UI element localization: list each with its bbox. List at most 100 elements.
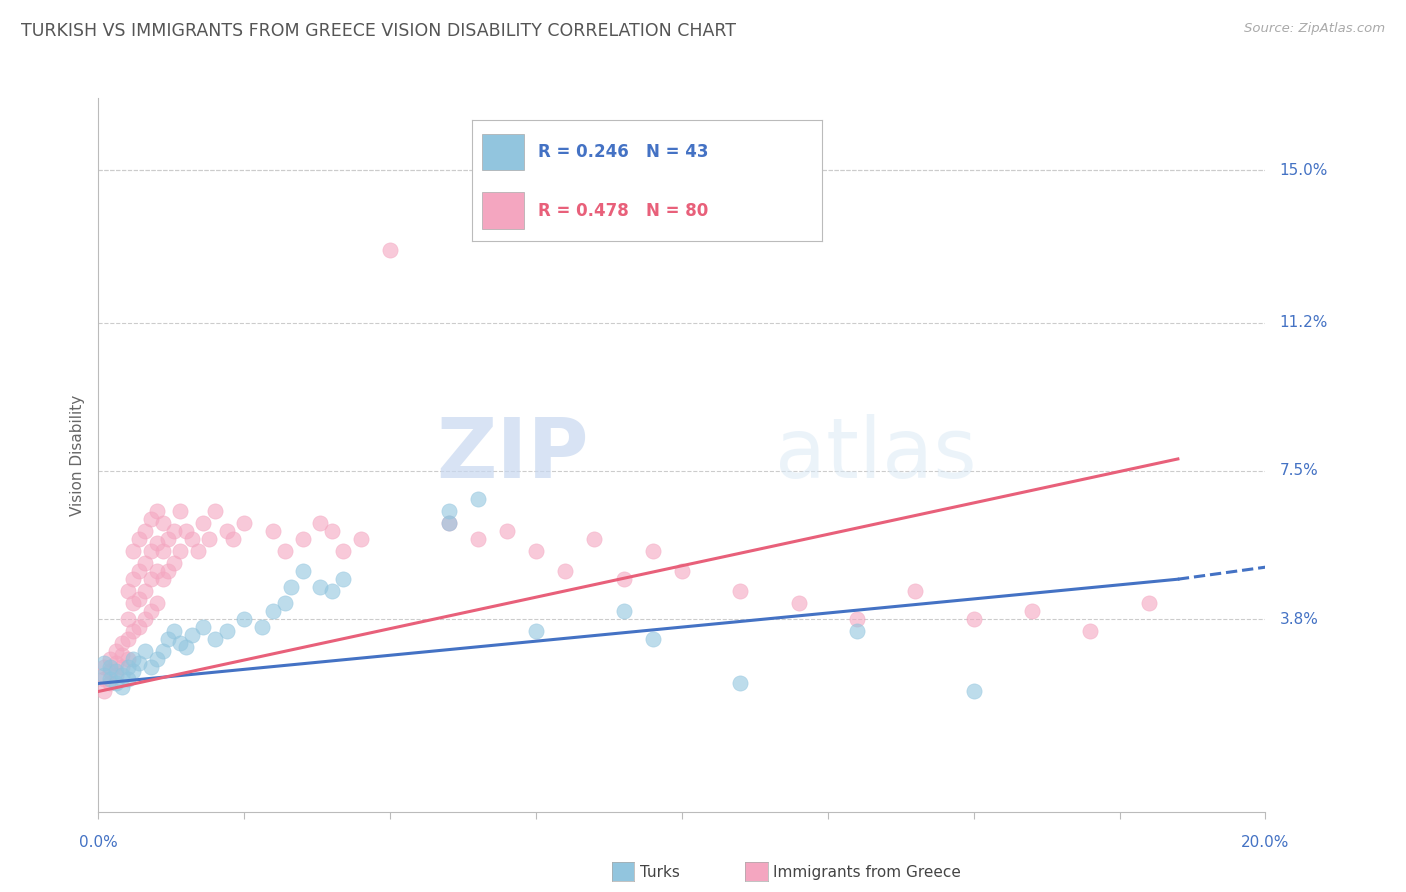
Point: [1137, 596, 1160, 610]
Point: [122, 665, 145, 679]
Point: [98, 676, 121, 690]
Text: Source: ZipAtlas.com: Source: ZipAtlas.com: [1244, 22, 1385, 36]
Point: [128, 564, 150, 578]
Point: [1021, 604, 1043, 618]
Point: [332, 572, 354, 586]
Point: [98, 660, 121, 674]
Point: [309, 580, 332, 594]
Text: 0.0%: 0.0%: [79, 836, 118, 850]
Text: 11.2%: 11.2%: [1279, 315, 1327, 330]
Point: [180, 628, 202, 642]
Point: [524, 624, 547, 639]
Point: [117, 652, 139, 666]
Point: [128, 620, 150, 634]
Point: [787, 596, 810, 610]
Point: [122, 596, 145, 610]
Text: ZIP: ZIP: [436, 415, 589, 495]
Point: [111, 668, 134, 682]
Point: [146, 652, 169, 666]
Point: [98, 652, 121, 666]
Point: [122, 544, 145, 558]
Point: [187, 544, 209, 558]
Point: [962, 612, 984, 626]
Point: [157, 564, 180, 578]
Point: [111, 660, 134, 674]
Point: [467, 491, 489, 506]
Point: [152, 544, 174, 558]
Text: Turks: Turks: [640, 865, 679, 880]
Point: [139, 572, 162, 586]
Point: [146, 596, 169, 610]
Point: [117, 612, 139, 626]
Point: [163, 624, 186, 639]
Point: [146, 536, 169, 550]
Point: [169, 544, 191, 558]
Point: [671, 564, 693, 578]
Point: [122, 572, 145, 586]
Point: [962, 684, 984, 698]
Point: [350, 532, 373, 546]
Point: [169, 504, 191, 518]
Point: [104, 644, 127, 658]
Text: TURKISH VS IMMIGRANTS FROM GREECE VISION DISABILITY CORRELATION CHART: TURKISH VS IMMIGRANTS FROM GREECE VISION…: [21, 22, 737, 40]
Point: [641, 544, 664, 558]
Point: [139, 512, 162, 526]
Point: [274, 544, 297, 558]
Point: [163, 556, 186, 570]
Point: [134, 524, 156, 538]
Point: [104, 665, 127, 679]
Point: [104, 657, 127, 671]
Point: [524, 544, 547, 558]
Point: [93, 673, 115, 687]
Point: [262, 524, 284, 538]
Point: [198, 532, 221, 546]
Point: [122, 652, 145, 666]
Point: [134, 644, 156, 658]
Point: [845, 612, 868, 626]
Point: [554, 564, 576, 578]
Point: [152, 572, 174, 586]
Point: [139, 544, 162, 558]
Point: [104, 668, 127, 682]
Point: [193, 516, 215, 530]
Point: [93, 657, 115, 671]
Point: [98, 665, 121, 679]
Point: [157, 532, 180, 546]
Point: [152, 644, 174, 658]
Point: [146, 564, 169, 578]
Point: [128, 532, 150, 546]
Point: [157, 632, 180, 647]
Point: [128, 657, 150, 671]
Point: [122, 624, 145, 639]
Point: [98, 673, 121, 687]
Point: [93, 668, 115, 682]
Point: [117, 632, 139, 647]
Point: [104, 676, 127, 690]
Point: [262, 604, 284, 618]
Point: [612, 604, 634, 618]
Point: [467, 532, 489, 546]
Point: [291, 564, 314, 578]
Point: [274, 596, 297, 610]
Point: [111, 681, 134, 695]
Point: [728, 676, 751, 690]
Point: [204, 632, 226, 647]
Point: [134, 556, 156, 570]
Point: [111, 636, 134, 650]
Text: Immigrants from Greece: Immigrants from Greece: [773, 865, 962, 880]
Point: [332, 544, 354, 558]
Point: [280, 580, 302, 594]
Point: [233, 612, 256, 626]
Point: [111, 648, 134, 663]
Point: [174, 524, 197, 538]
Point: [845, 624, 868, 639]
Point: [437, 504, 460, 518]
Point: [904, 584, 927, 599]
Point: [215, 524, 238, 538]
Point: [291, 532, 314, 546]
Point: [193, 620, 215, 634]
Point: [180, 532, 202, 546]
Point: [250, 620, 273, 634]
Point: [163, 524, 186, 538]
Point: [1080, 624, 1102, 639]
